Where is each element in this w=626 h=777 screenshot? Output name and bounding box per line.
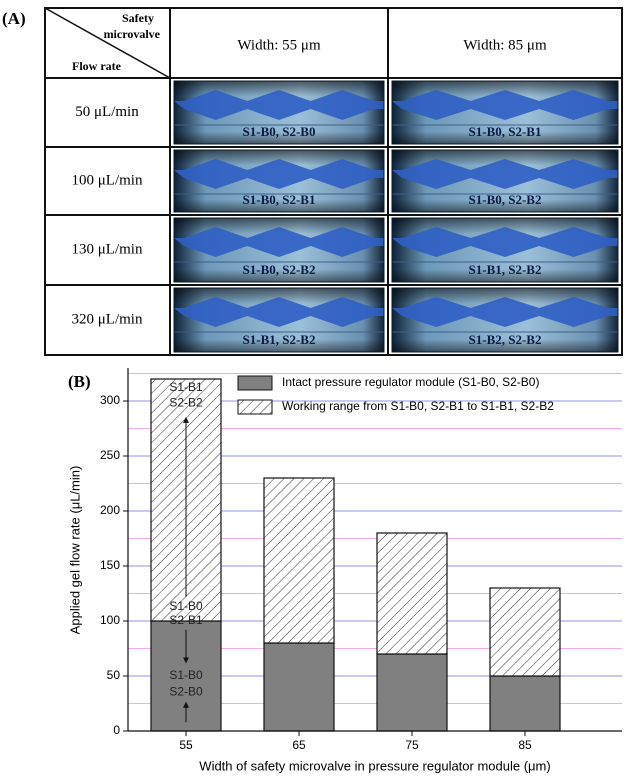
corner-header: Safety <box>122 11 154 25</box>
annotation: S2-B1 <box>169 613 203 627</box>
micrograph-caption: S1-B0, S2-B2 <box>469 192 542 207</box>
y-tick-label: 150 <box>100 558 120 572</box>
annotation: S1-B0 <box>169 668 203 682</box>
channel <box>392 227 618 257</box>
y-tick-label: 200 <box>100 503 120 517</box>
micrograph-frame <box>391 80 619 145</box>
chart: (B) 0 50 100 150 200 250 300 55 65 75 85 Width of sa… <box>67 368 622 773</box>
legend-label: Intact pressure regulator module (S1-B0,… <box>282 375 539 389</box>
micrograph-frame <box>391 287 619 353</box>
y-tick-label: 300 <box>100 393 120 407</box>
micrograph-caption: S1-B0, S2-B1 <box>469 124 542 139</box>
corner-header: microvalve <box>104 27 161 41</box>
x-tick-label: 75 <box>405 738 419 752</box>
x-tick-label: 65 <box>292 738 306 752</box>
channel <box>174 159 384 189</box>
channel <box>174 90 384 120</box>
y-tick-label: 250 <box>100 448 120 462</box>
y-axis-label: Applied gel flow rate (μL/min) <box>67 466 82 635</box>
micrograph-frame <box>391 149 619 213</box>
micrograph-frame <box>173 217 385 283</box>
bar-segment <box>489 587 561 677</box>
micrograph-caption: S1-B0, S2-B2 <box>243 262 316 277</box>
row-header: 130 μL/min <box>72 241 143 257</box>
corner-diagonal <box>44 7 171 79</box>
column-header: Width: 85 μm <box>463 37 547 53</box>
bar-segment <box>263 642 335 732</box>
micrograph-caption: S1-B0, S2-B1 <box>243 192 316 207</box>
legend-swatch <box>237 375 273 391</box>
x-axis-label: Width of safety microvalve in pressure r… <box>199 758 550 773</box>
legend-swatch <box>237 399 273 415</box>
panel-label: (B) <box>68 372 91 391</box>
y-tick-label: 0 <box>113 723 120 737</box>
micrograph-frame <box>173 80 385 145</box>
column-header: Width: 55 μm <box>237 37 321 53</box>
bar-segment <box>376 532 448 655</box>
y-tick-label: 50 <box>107 668 121 682</box>
annotation: S1-B1 <box>169 380 203 394</box>
channel <box>392 159 618 189</box>
legend-label: Working range from S1-B0, S2-B1 to S1-B1… <box>282 399 554 413</box>
channel <box>392 90 618 120</box>
micrograph-caption: S1-B2, S2-B2 <box>469 332 542 347</box>
x-tick-label: 55 <box>179 738 193 752</box>
row-header: 320 μL/min <box>72 311 143 327</box>
micrograph-caption: S1-B1, S2-B2 <box>243 332 316 347</box>
bar-segment <box>489 675 561 732</box>
annotation: S1-B0 <box>169 599 203 613</box>
channel <box>174 297 384 327</box>
channel <box>392 297 618 327</box>
bar-segment <box>263 477 335 644</box>
row-header: 100 μL/min <box>72 172 143 188</box>
y-tick-label: 100 <box>100 613 120 627</box>
micrograph-frame <box>391 217 619 283</box>
table-border <box>44 7 623 356</box>
row-header: 50 μL/min <box>75 104 139 120</box>
micrograph-frame <box>173 149 385 213</box>
corner-header: Flow rate <box>72 59 122 73</box>
channel <box>174 227 384 257</box>
bar-segment <box>376 653 448 732</box>
annotation: S2-B0 <box>169 685 203 699</box>
micrograph-frame <box>173 287 385 353</box>
micrograph-caption: S1-B1, S2-B2 <box>469 262 542 277</box>
micrograph-caption: S1-B0, S2-B0 <box>243 124 316 139</box>
x-tick-label: 85 <box>518 738 532 752</box>
panel-label: (A) <box>2 9 26 28</box>
annotation: S2-B2 <box>169 395 203 409</box>
